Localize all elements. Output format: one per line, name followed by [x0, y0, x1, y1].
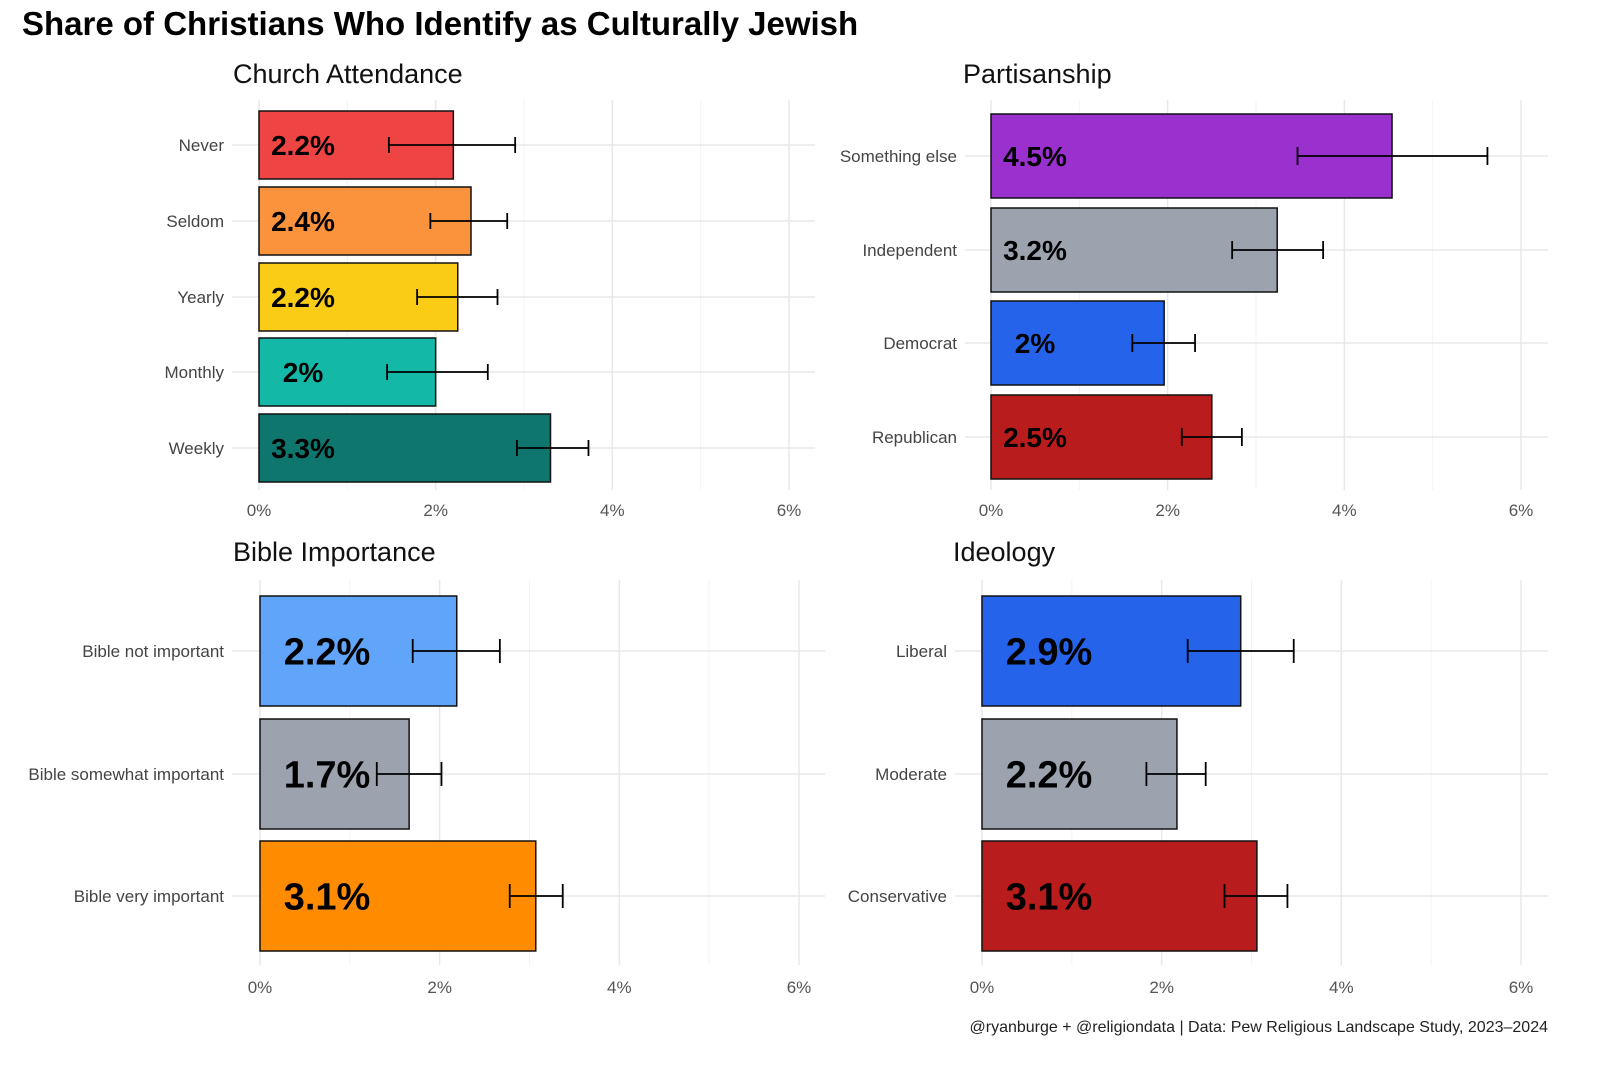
category-label: Moderate: [875, 765, 947, 784]
x-tick-label: 2%: [423, 501, 448, 520]
panel-title: Ideology: [953, 537, 1056, 567]
data-label: 3.3%: [271, 433, 335, 464]
chart-title: Share of Christians Who Identify as Cult…: [22, 5, 858, 42]
x-tick-label: 6%: [1509, 501, 1534, 520]
category-label: Liberal: [896, 642, 947, 661]
x-tick-label: 0%: [247, 501, 272, 520]
data-label: 2.2%: [271, 130, 335, 161]
x-tick-label: 4%: [607, 978, 632, 997]
bar: [981, 840, 1258, 952]
category-label: Monthly: [164, 363, 224, 382]
panel-partisanship: Partisanship 0% 2% 4% 6% Something else 4.5% In…: [840, 59, 1548, 520]
data-label: 2.2%: [284, 632, 371, 674]
x-tick-label: 0%: [248, 978, 273, 997]
bar: [259, 840, 537, 952]
x-tick-label: 4%: [1332, 501, 1357, 520]
category-label: Yearly: [177, 288, 224, 307]
category-label: Bible very important: [74, 887, 225, 906]
bar: [990, 207, 1278, 293]
data-label: 3.1%: [284, 877, 371, 919]
data-label: 2.9%: [1006, 632, 1093, 674]
x-tick-label: 2%: [1149, 978, 1174, 997]
panel-title: Bible Importance: [233, 537, 436, 567]
data-label: 2%: [1015, 328, 1056, 359]
data-label: 2%: [283, 357, 324, 388]
x-tick-label: 6%: [1509, 978, 1534, 997]
data-label: 2.4%: [271, 206, 335, 237]
panel-bible-importance: Bible Importance 0% 2% 4% 6% Bible not import…: [28, 537, 825, 997]
category-label: Republican: [872, 428, 957, 447]
data-label: 1.7%: [284, 755, 371, 797]
data-label: 3.2%: [1003, 235, 1067, 266]
category-label: Something else: [840, 147, 957, 166]
category-label: Bible not important: [82, 642, 224, 661]
category-label: Seldom: [166, 212, 224, 231]
category-label: Never: [179, 136, 225, 155]
x-tick-label: 0%: [979, 501, 1004, 520]
category-label: Democrat: [883, 334, 957, 353]
chart-caption: @ryanburge + @religiondata | Data: Pew R…: [970, 1019, 1549, 1036]
category-label: Independent: [862, 241, 957, 260]
bar: [981, 718, 1178, 830]
x-tick-label: 4%: [600, 501, 625, 520]
data-label: 2.2%: [271, 282, 335, 313]
panel-ideology: Ideology 0% 2% 4% 6% Liberal 2.9% Moderate 2.2% C…: [848, 537, 1548, 997]
category-label: Conservative: [848, 887, 947, 906]
x-tick-label: 0%: [970, 978, 995, 997]
bar: [990, 394, 1213, 480]
x-tick-label: 6%: [777, 501, 802, 520]
x-tick-label: 2%: [427, 978, 452, 997]
category-label: Bible somewhat important: [28, 765, 224, 784]
data-label: 4.5%: [1003, 141, 1067, 172]
panel-title: Church Attendance: [233, 59, 463, 89]
x-tick-label: 2%: [1155, 501, 1180, 520]
data-label: 2.2%: [1006, 755, 1093, 797]
panel-church-attendance: Church Attendance 0% 2% 4% 6% Never 2.2% Seldom…: [164, 59, 815, 520]
data-label: 3.1%: [1006, 877, 1093, 919]
data-label: 2.5%: [1003, 422, 1067, 453]
panel-title: Partisanship: [963, 59, 1112, 89]
category-label: Weekly: [169, 439, 225, 458]
x-tick-label: 4%: [1329, 978, 1354, 997]
x-tick-label: 6%: [787, 978, 812, 997]
